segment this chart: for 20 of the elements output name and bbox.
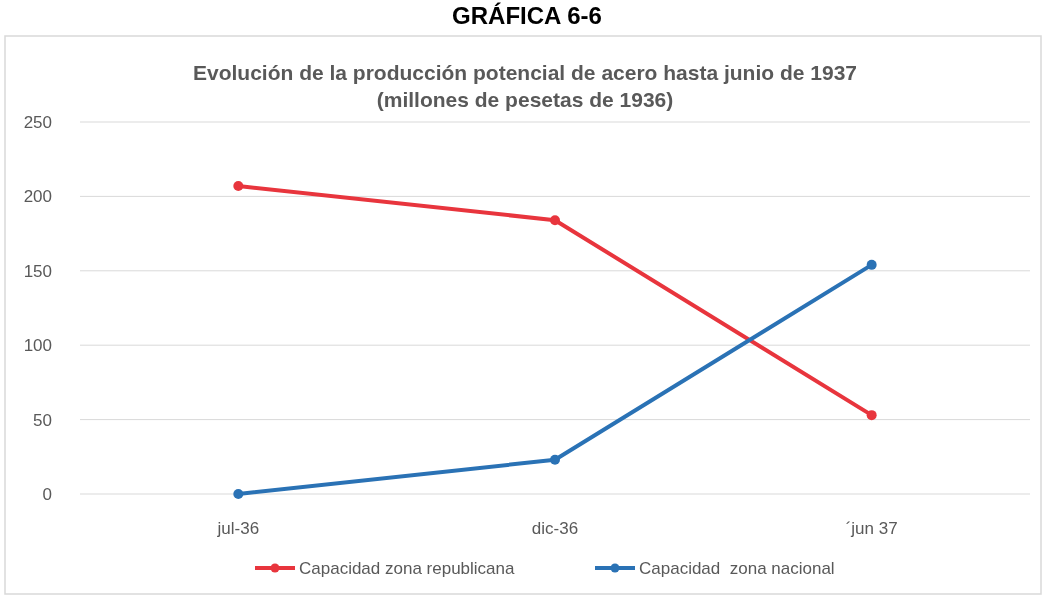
point xyxy=(550,454,560,465)
y-tick-label: 0 xyxy=(42,484,52,504)
y-tick-label: 150 xyxy=(23,261,52,281)
point xyxy=(233,180,244,191)
legend-label: Capacidad zona nacional xyxy=(639,559,835,578)
chart-title: Evolución de la producción potencial de acero hasta junio de 1937 xyxy=(192,61,858,84)
x-tick-label: dic-36 xyxy=(531,519,579,538)
y-tick-label: 200 xyxy=(23,187,52,207)
x-tick-label: jul-36 xyxy=(216,519,260,538)
text: GRÁFICA 6-6 xyxy=(452,2,602,29)
point xyxy=(550,215,560,226)
legend-label: Capacidad zona republicana xyxy=(299,559,516,578)
y-tick-label: 100 xyxy=(23,336,52,356)
point xyxy=(233,489,244,499)
chart-subtitle: (millones de pesetas de 1936) xyxy=(376,88,674,111)
x-tick-label: ´jun 37 xyxy=(845,519,898,538)
y-tick-label: 250 xyxy=(23,112,52,132)
point xyxy=(866,259,877,270)
y-tick-label: 50 xyxy=(33,410,52,430)
point xyxy=(866,410,877,421)
